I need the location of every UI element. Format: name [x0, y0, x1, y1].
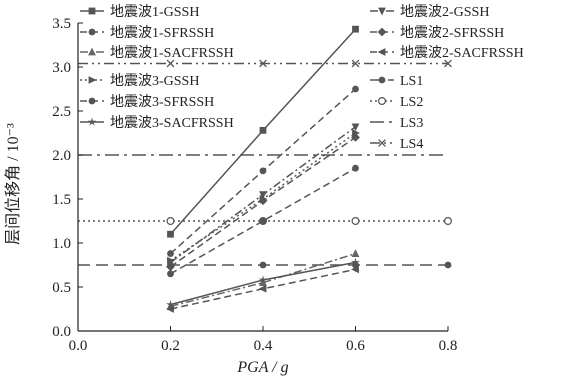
legend-marker-2	[88, 28, 96, 36]
data-point-s3-2	[259, 278, 267, 286]
legend-marker-10	[378, 76, 386, 84]
legend-marker-11	[378, 96, 387, 105]
y-tick-label-1: 0.5	[52, 280, 71, 296]
plot-area	[78, 25, 453, 313]
data-point-s4-2	[259, 191, 267, 199]
x-axis-title: PGA / g	[236, 359, 288, 376]
data-point-s6-3	[351, 265, 359, 274]
data-point-s1-3	[352, 25, 359, 33]
data-point-s7-3	[352, 129, 360, 137]
series-line-3	[170, 252, 356, 308]
data-point-s1-2	[259, 126, 267, 134]
legend-label-9: 地震波3-SACFRSSH	[110, 115, 234, 131]
axes: 0.0 0.2 0.4 0.6 0.8 0.0 0.5 1.0 1.5 2.0 2.5 3.0 3.5	[52, 16, 457, 354]
legend-marker-1	[88, 7, 96, 15]
y-axis-title: 层间位移角 / 10⁻³	[4, 123, 22, 245]
legend-label-3: 地震波1-SACFRSSH	[110, 45, 234, 61]
x-tick-label-0: 0.0	[69, 338, 88, 354]
data-point-s5-1	[166, 262, 175, 272]
data-point-s7-1	[167, 256, 175, 265]
y-tick-label-0: 0.0	[52, 324, 71, 340]
legend-label-7: 地震波3-GSSH	[110, 73, 199, 89]
legend-label-2: 地震波1-SFRSSH	[110, 25, 214, 41]
legend-marker-8	[88, 97, 96, 105]
legend-label-11: LS2	[400, 95, 423, 110]
legend-marker-3	[88, 47, 96, 56]
limit-point-ls4-0	[166, 59, 175, 68]
legend-label-12: LS3	[400, 116, 423, 131]
data-point-s2-3	[352, 85, 359, 93]
data-point-s6-2	[258, 284, 267, 293]
limit-point-ls2-0	[166, 217, 175, 226]
legend: 地震波1-GSSH 地震波1-SFRSSH 地震波1-SACFRSSH 地震波2-GS…	[80, 4, 524, 152]
y-tick-label-5: 2.5	[52, 104, 71, 120]
legend-marker-13	[378, 139, 386, 147]
limit-point-ls2-2	[351, 217, 360, 226]
y-tick-label-6: 3.0	[52, 60, 71, 76]
data-point-s9-1	[166, 300, 175, 309]
legend-label-10: LS1	[400, 74, 423, 89]
y-tick-label-4: 2.0	[52, 148, 71, 164]
y-tick-label-7: 3.5	[52, 16, 71, 32]
x-tick-label-3: 0.6	[346, 338, 365, 354]
limit-point-ls4-2	[351, 59, 360, 68]
legend-label-4: 地震波2-GSSH	[400, 4, 489, 20]
y-tick-label-2: 1.0	[52, 236, 71, 252]
data-point-s1-1	[167, 230, 174, 238]
legend-marker-4	[378, 7, 386, 16]
limit-point-ls4-1	[259, 59, 267, 68]
limit-point-ls4-3	[444, 59, 452, 68]
data-point-s9-3	[351, 257, 360, 267]
x-tick-label-2: 0.4	[254, 338, 273, 354]
legend-label-1: 地震波1-GSSH	[110, 4, 199, 20]
legend-marker-6	[377, 48, 386, 56]
data-point-s8-1	[167, 270, 174, 278]
data-point-s8-3	[352, 164, 359, 172]
data-point-s7-2	[259, 195, 268, 203]
y-tick-label-3: 1.5	[52, 192, 71, 208]
legend-label-13: LS4	[400, 137, 423, 152]
data-point-s2-2	[259, 167, 267, 175]
legend-marker-5	[377, 27, 387, 37]
data-point-s5-3	[351, 133, 360, 142]
legend-label-5: 地震波2-SFRSSH	[400, 25, 504, 41]
limit-point-ls1-3	[444, 261, 452, 269]
x-tick-label-1: 0.2	[161, 338, 180, 354]
data-point-s9-2	[258, 275, 268, 284]
series-line-8	[170, 167, 356, 275]
limit-point-ls2-3	[444, 217, 453, 226]
legend-marker-7	[88, 76, 97, 84]
data-point-s4-3	[351, 123, 360, 132]
data-point-s8-2	[259, 217, 267, 225]
legend-marker-9	[87, 117, 97, 126]
data-point-s2-1	[167, 250, 174, 257]
x-tick-label-4: 0.8	[439, 338, 458, 354]
legend-label-8: 地震波3-SFRSSH	[110, 94, 214, 110]
limit-point-ls1-1	[259, 261, 267, 269]
data-point-s3-3	[351, 249, 360, 257]
legend-label-6: 地震波2-SACFRSSH	[400, 45, 524, 61]
